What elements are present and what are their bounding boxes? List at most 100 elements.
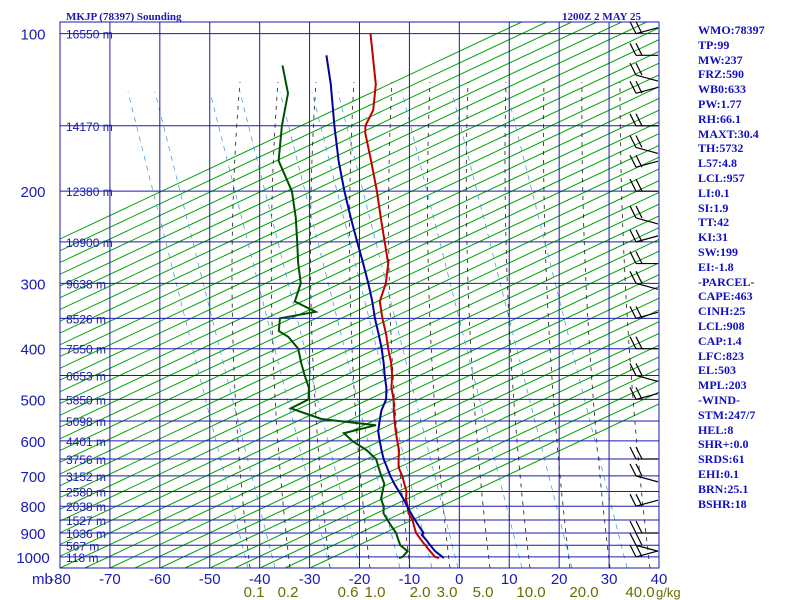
sounding-traces xyxy=(277,33,445,559)
dry-adiabat-line xyxy=(60,191,659,475)
dry-adiabat-line xyxy=(60,22,598,275)
temperature-tick-label: -70 xyxy=(99,571,121,588)
dry-adiabat-line xyxy=(60,203,659,487)
wind-barb xyxy=(629,113,658,127)
dry-adiabat-line xyxy=(60,27,659,311)
dry-adiabat-line xyxy=(209,356,659,568)
dry-adiabat-line xyxy=(60,156,659,440)
pressure-tick-label: 200 xyxy=(20,184,45,201)
wind-barb xyxy=(629,43,658,56)
mixing-ratio-line xyxy=(311,91,433,568)
dry-adiabat-line xyxy=(60,86,659,369)
height-label: 4401 m xyxy=(66,435,106,449)
temperature-tick-label: -20 xyxy=(349,571,371,588)
mixing-ratio-line xyxy=(337,91,459,568)
wind-barb xyxy=(629,21,659,35)
dry-adiabat-line xyxy=(60,215,659,499)
dry-adiabat-line xyxy=(60,62,659,346)
dry-adiabat-line xyxy=(60,133,659,416)
dry-adiabat-line xyxy=(84,297,659,568)
index-value: KI:31 xyxy=(698,230,728,245)
grid-lines xyxy=(59,21,660,569)
dry-adiabat-line xyxy=(60,109,659,393)
mixing-ratio-label: 0.2 xyxy=(278,584,299,600)
temperature-trace xyxy=(364,33,440,559)
index-value: EL:503 xyxy=(698,363,737,378)
wind-barb xyxy=(629,229,659,243)
wind-barbs xyxy=(629,21,659,558)
wind-barb xyxy=(629,544,659,558)
temperature-tick-label: -40 xyxy=(249,571,271,588)
dry-adiabat-line xyxy=(134,321,659,568)
temperature-tick-label: -60 xyxy=(149,571,171,588)
height-label: 3756 m xyxy=(66,453,106,467)
wind-barb xyxy=(629,532,659,552)
wind-barb xyxy=(629,135,659,155)
dry-adiabat-line xyxy=(60,22,548,252)
moist-adiabat-line xyxy=(270,81,291,568)
dry-adiabat-line xyxy=(60,74,659,358)
wind-barb xyxy=(629,251,658,265)
height-label: 2580 m xyxy=(66,486,106,500)
dry-adiabat-line xyxy=(60,22,648,299)
index-value: HEL:8 xyxy=(698,422,734,437)
height-label: 8526 m xyxy=(66,312,106,326)
indices-panel: WMO:78397 TP:99 MW:237 FRZ:590 WB0:633 PW:1.7… xyxy=(698,23,800,511)
parcel-trace xyxy=(325,55,445,559)
pressure-tick-label: 800 xyxy=(20,499,45,516)
dewpoint-trace xyxy=(277,65,410,559)
mixing-ratio-line xyxy=(279,91,401,568)
dry-adiabat-line xyxy=(234,368,659,568)
index-value: STM:247/7 xyxy=(698,407,756,422)
mixing-ratio-label: 10.0 xyxy=(516,584,545,600)
pressure-tick-label: 900 xyxy=(20,526,45,543)
height-label: 5850 m xyxy=(66,393,106,407)
temperature-tick-label: 10 xyxy=(501,571,518,588)
temperature-tick-label: -10 xyxy=(399,571,421,588)
index-value: CAP:1.4 xyxy=(698,333,742,348)
height-label: 118 m xyxy=(66,551,98,565)
dry-adiabat-line xyxy=(60,274,659,557)
height-label: 10900 m xyxy=(66,236,113,250)
dry-adiabat-line xyxy=(259,379,659,568)
temperature-tick-label: 40 xyxy=(651,571,668,588)
temperature-tick-label: 30 xyxy=(601,571,618,588)
wind-barb xyxy=(629,306,659,319)
wind-barb xyxy=(629,463,659,483)
mixing-ratio-line xyxy=(451,91,573,568)
index-value: BRN:25.1 xyxy=(698,481,749,496)
wind-barb xyxy=(629,205,659,225)
wind-barb xyxy=(629,363,659,383)
index-value: CINH:25 xyxy=(698,304,746,319)
index-value: LI:0.1 xyxy=(698,185,730,200)
index-value: LCL:957 xyxy=(698,170,745,185)
mixing-ratio-label: 0.6 xyxy=(338,584,359,600)
index-value: LFC:823 xyxy=(698,348,744,363)
index-value: TT:42 xyxy=(698,215,730,230)
index-value: SRDS:61 xyxy=(698,452,745,467)
index-value: MW:237 xyxy=(698,52,743,67)
dry-adiabat-line xyxy=(184,344,659,568)
pressure-tick-label: 1000 xyxy=(16,550,49,567)
wind-barb xyxy=(629,81,659,94)
pressure-tick-label: 100 xyxy=(20,27,45,44)
dry-adiabat-line xyxy=(60,22,573,264)
mixing-ratio-unit: g/kg xyxy=(656,585,681,600)
mixing-ratio-label: 3.0 xyxy=(437,584,458,600)
mixing-ratio-line xyxy=(239,91,361,568)
index-value: EHI:0.1 xyxy=(698,466,740,481)
dry-adiabat-line xyxy=(284,391,659,568)
height-label: 1036 m xyxy=(66,527,106,541)
height-label: 12380 m xyxy=(66,185,113,199)
index-value: L57:4.8 xyxy=(698,156,737,171)
wind-barb xyxy=(629,387,659,400)
mixing-ratio-label: 2.0 xyxy=(410,584,431,600)
temperature-tick-label: 20 xyxy=(551,571,568,588)
height-label: 5098 m xyxy=(66,415,106,429)
mixing-ratio-label: 0.1 xyxy=(244,584,265,600)
dry-adiabat-line xyxy=(60,22,623,287)
index-value: TP:99 xyxy=(698,37,730,52)
index-value: SI:1.9 xyxy=(698,200,729,215)
height-label: 6653 m xyxy=(66,369,106,383)
